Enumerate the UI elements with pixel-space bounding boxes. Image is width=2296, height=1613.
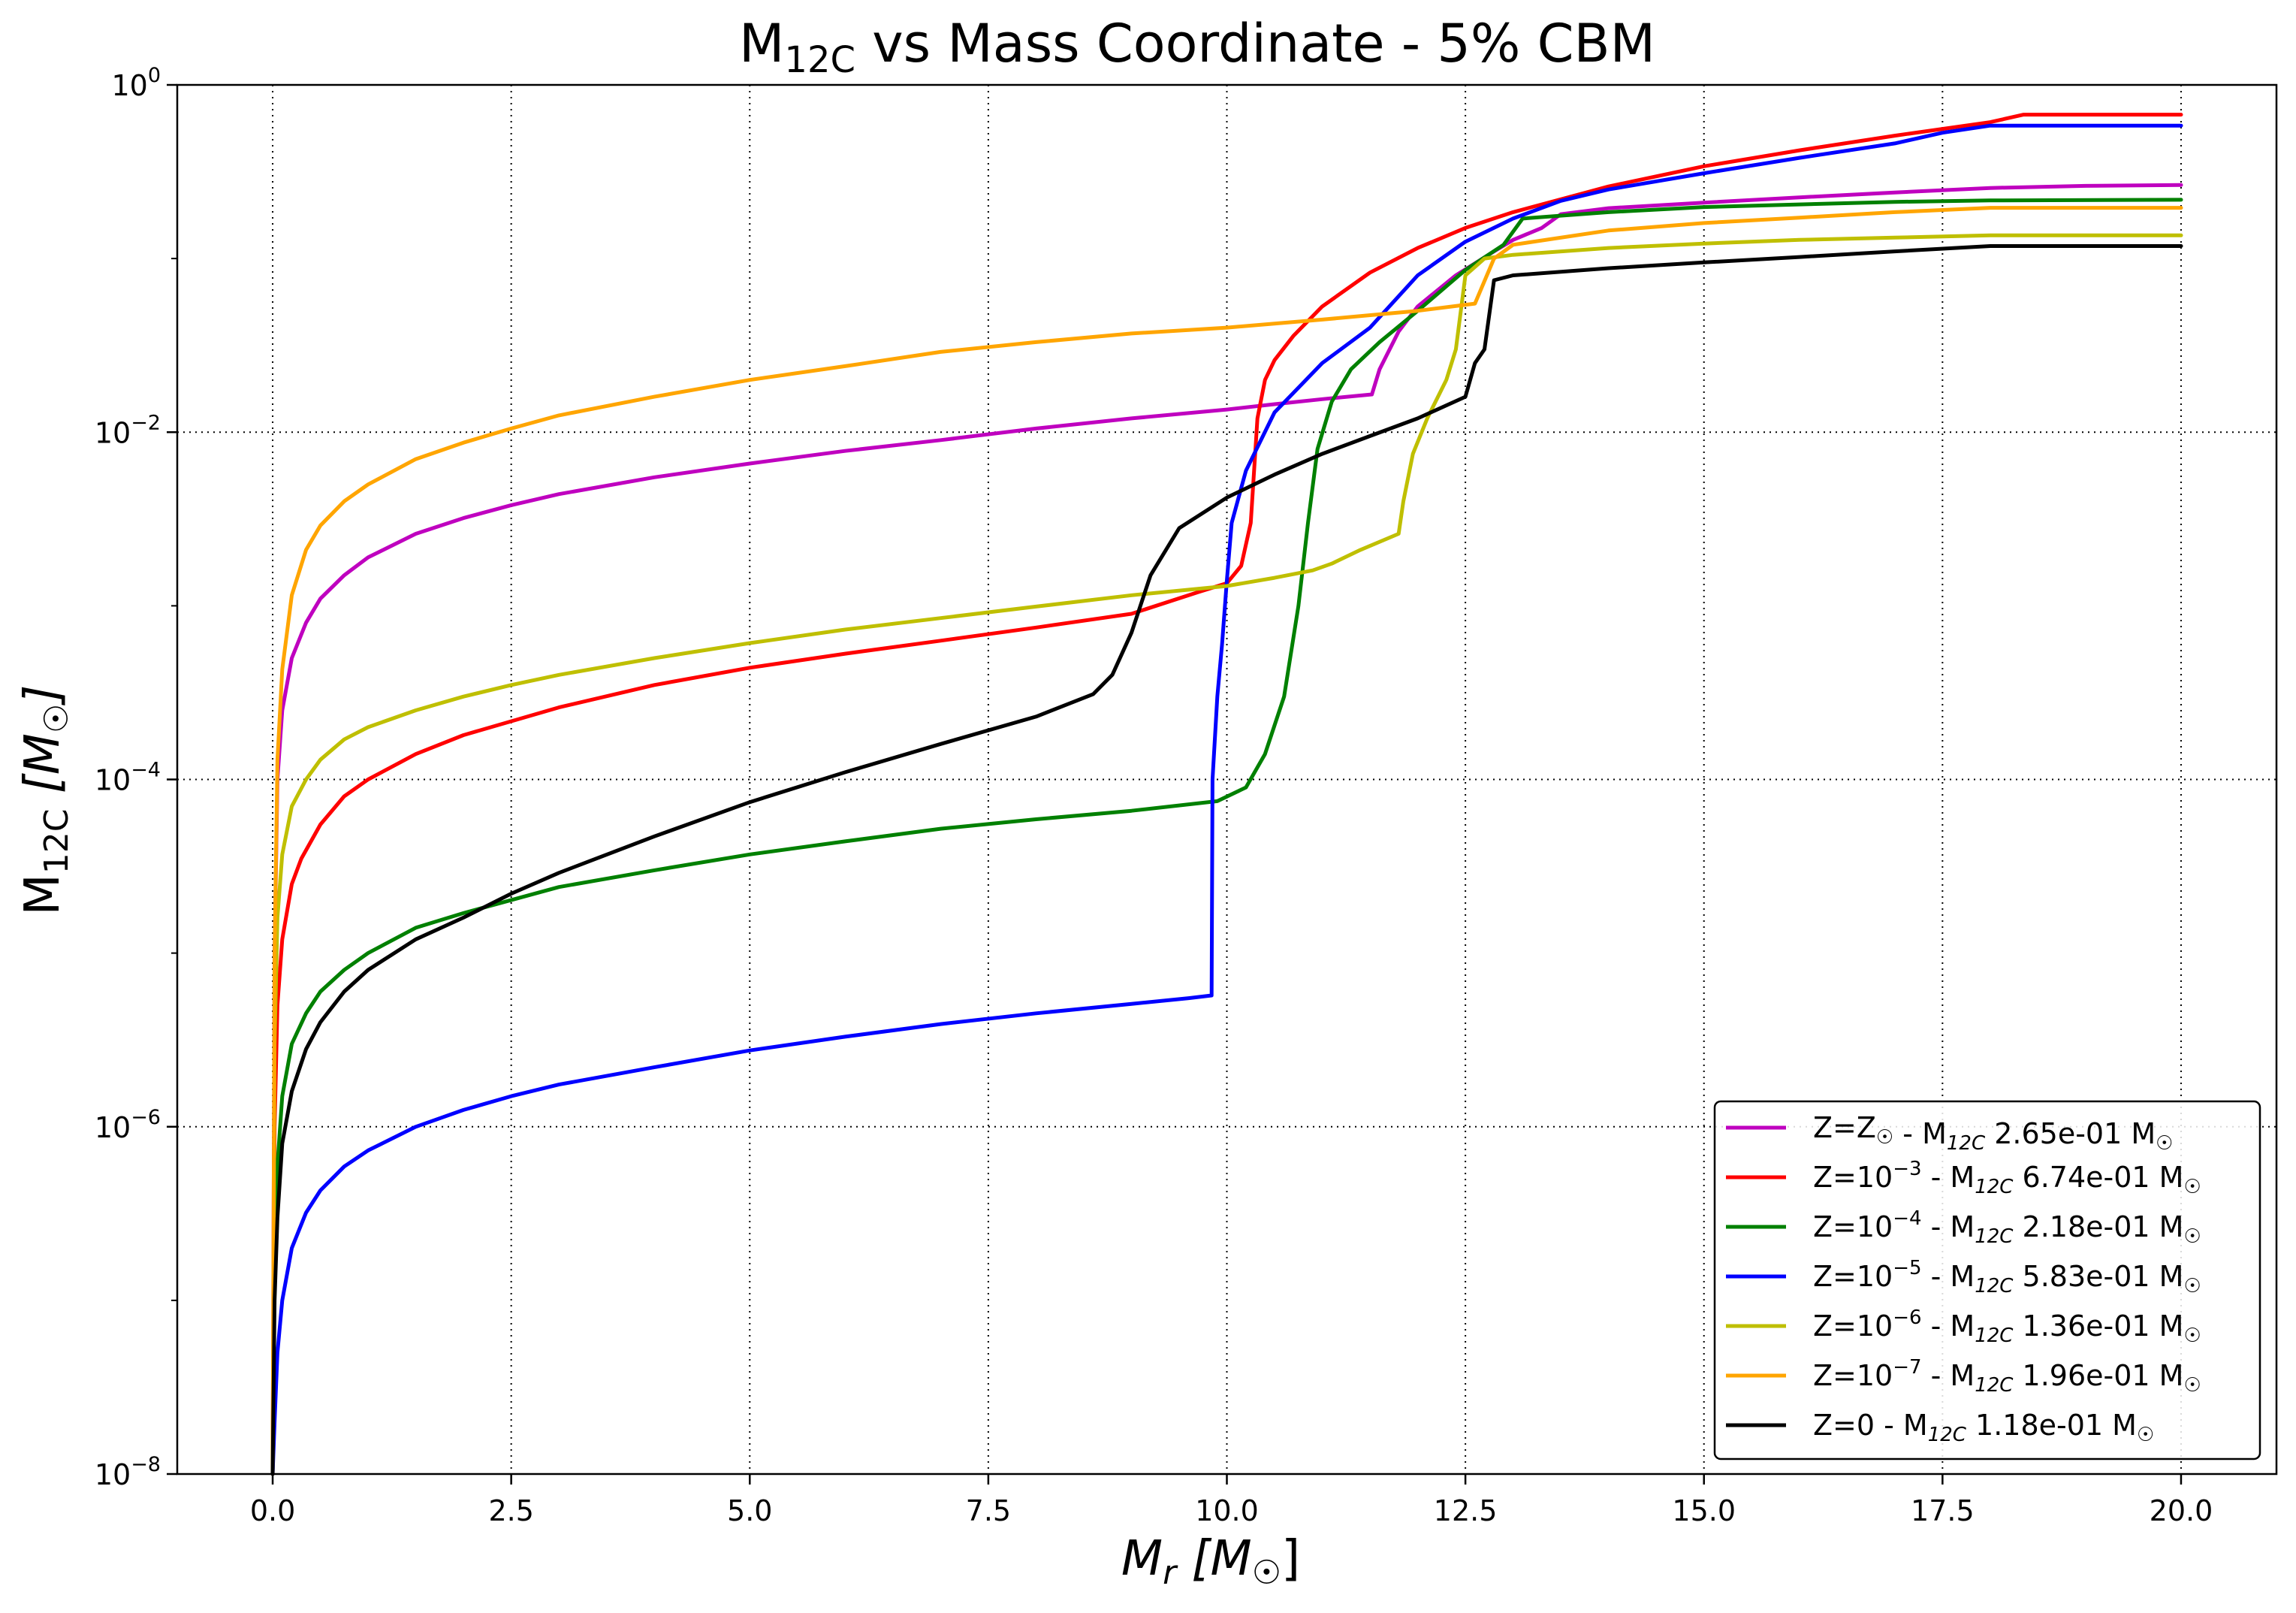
- legend-entry: Z=10−5 - M12C 5.83e-01 M☉: [1726, 1257, 2201, 1297]
- series-line-5: [270, 206, 2183, 1476]
- legend-label: Z=10−7 - M12C 1.96e-01 M☉: [1813, 1356, 2201, 1397]
- ylabel-close: ]: [15, 685, 71, 706]
- xlabel-main: M: [1121, 1531, 1163, 1587]
- legend-label: Z=10−5 - M12C 5.83e-01 M☉: [1813, 1257, 2201, 1297]
- x-tick-label: 5.0: [727, 1494, 772, 1527]
- y-tick-label: 100: [111, 64, 161, 102]
- series-layer: [270, 113, 2183, 1476]
- series-line-2: [270, 198, 2183, 1476]
- chart-title: M12C vs Mass Coordinate - 5% CBM: [739, 13, 1655, 81]
- title-rest: vs Mass Coordinate - 5% CBM: [855, 13, 1655, 74]
- y-tick-base: 10: [95, 416, 131, 449]
- legend-entry: Z=Z☉ - M12C 2.65e-01 M☉: [1726, 1111, 2173, 1155]
- legend-label: Z=10−4 - M12C 2.18e-01 M☉: [1813, 1207, 2201, 1248]
- legend-box: [1713, 1100, 2261, 1460]
- y-tick-base: 10: [111, 69, 147, 102]
- x-tick-label: 15.0: [1672, 1494, 1736, 1527]
- y-tick-exp: −2: [131, 411, 161, 434]
- x-tick-label: 20.0: [2150, 1494, 2213, 1527]
- x-tick-label: 17.5: [1911, 1494, 1975, 1527]
- ylabel-bracket: [M: [15, 733, 71, 809]
- x-axis-label: Mr [M☉]: [1121, 1531, 1300, 1592]
- legend-label: Z=10−3 - M12C 6.74e-01 M☉: [1813, 1158, 2201, 1198]
- y-tick-exp: −4: [131, 759, 161, 782]
- xlabel-sun: ☉: [1252, 1554, 1281, 1592]
- series-line-0: [270, 183, 2183, 1476]
- y-tick-label: 10−2: [95, 411, 161, 449]
- ylabel-main: M: [15, 874, 71, 915]
- x-tick-label: 0.0: [250, 1494, 295, 1527]
- legend-label: Z=0 - M12C 1.18e-01 M☉: [1813, 1409, 2154, 1446]
- y-tick-base: 10: [95, 1458, 131, 1491]
- y-tick-label: 10−6: [95, 1106, 161, 1144]
- ylabel-sun: ☉: [38, 704, 76, 733]
- y-tick-base: 10: [95, 764, 131, 797]
- x-axis-ticks: 0.0 2.5 5.0 7.5 10.0 12.5 15.0 17.5 20.0: [250, 1474, 2213, 1527]
- title-sub: 12C: [784, 39, 855, 81]
- xlabel-sub: r: [1163, 1554, 1178, 1592]
- y-tick-exp: 0: [148, 64, 161, 87]
- x-tick-label: 10.0: [1195, 1494, 1259, 1527]
- legend-entry: Z=0 - M12C 1.18e-01 M☉: [1726, 1409, 2154, 1446]
- y-tick-base: 10: [95, 1111, 131, 1144]
- title-main: M: [739, 13, 784, 74]
- legend-label: Z=10−6 - M12C 1.36e-01 M☉: [1813, 1306, 2201, 1347]
- xlabel-close: ]: [1281, 1531, 1300, 1587]
- xlabel-bracket: [M: [1176, 1531, 1252, 1587]
- x-tick-label: 2.5: [488, 1494, 533, 1527]
- series-line-3: [270, 123, 2183, 1476]
- legend-entries: Z=Z☉ - M12C 2.65e-01 M☉Z=10−3 - M12C 6.7…: [1726, 1111, 2201, 1446]
- ylabel-sub: 12C: [38, 809, 76, 874]
- x-tick-label: 7.5: [966, 1494, 1011, 1527]
- legend-label: Z=Z☉ - M12C 2.65e-01 M☉: [1813, 1111, 2173, 1155]
- legend-entry: Z=10−7 - M12C 1.96e-01 M☉: [1726, 1356, 2201, 1397]
- y-tick-exp: −6: [131, 1106, 161, 1129]
- legend: Z=Z☉ - M12C 2.65e-01 M☉Z=10−3 - M12C 6.7…: [1713, 1100, 2261, 1460]
- legend-entry: Z=10−4 - M12C 2.18e-01 M☉: [1726, 1207, 2201, 1248]
- y-tick-exp: −8: [131, 1453, 161, 1476]
- series-line-4: [270, 233, 2183, 1476]
- x-tick-label: 12.5: [1434, 1494, 1498, 1527]
- legend-entry: Z=10−3 - M12C 6.74e-01 M☉: [1726, 1158, 2201, 1198]
- series-line-6: [270, 244, 2183, 1476]
- y-tick-label: 10−4: [95, 759, 161, 797]
- y-tick-label: 10−8: [95, 1453, 161, 1491]
- legend-entry: Z=10−6 - M12C 1.36e-01 M☉: [1726, 1306, 2201, 1347]
- y-axis-label: M12C [M☉]: [15, 685, 76, 916]
